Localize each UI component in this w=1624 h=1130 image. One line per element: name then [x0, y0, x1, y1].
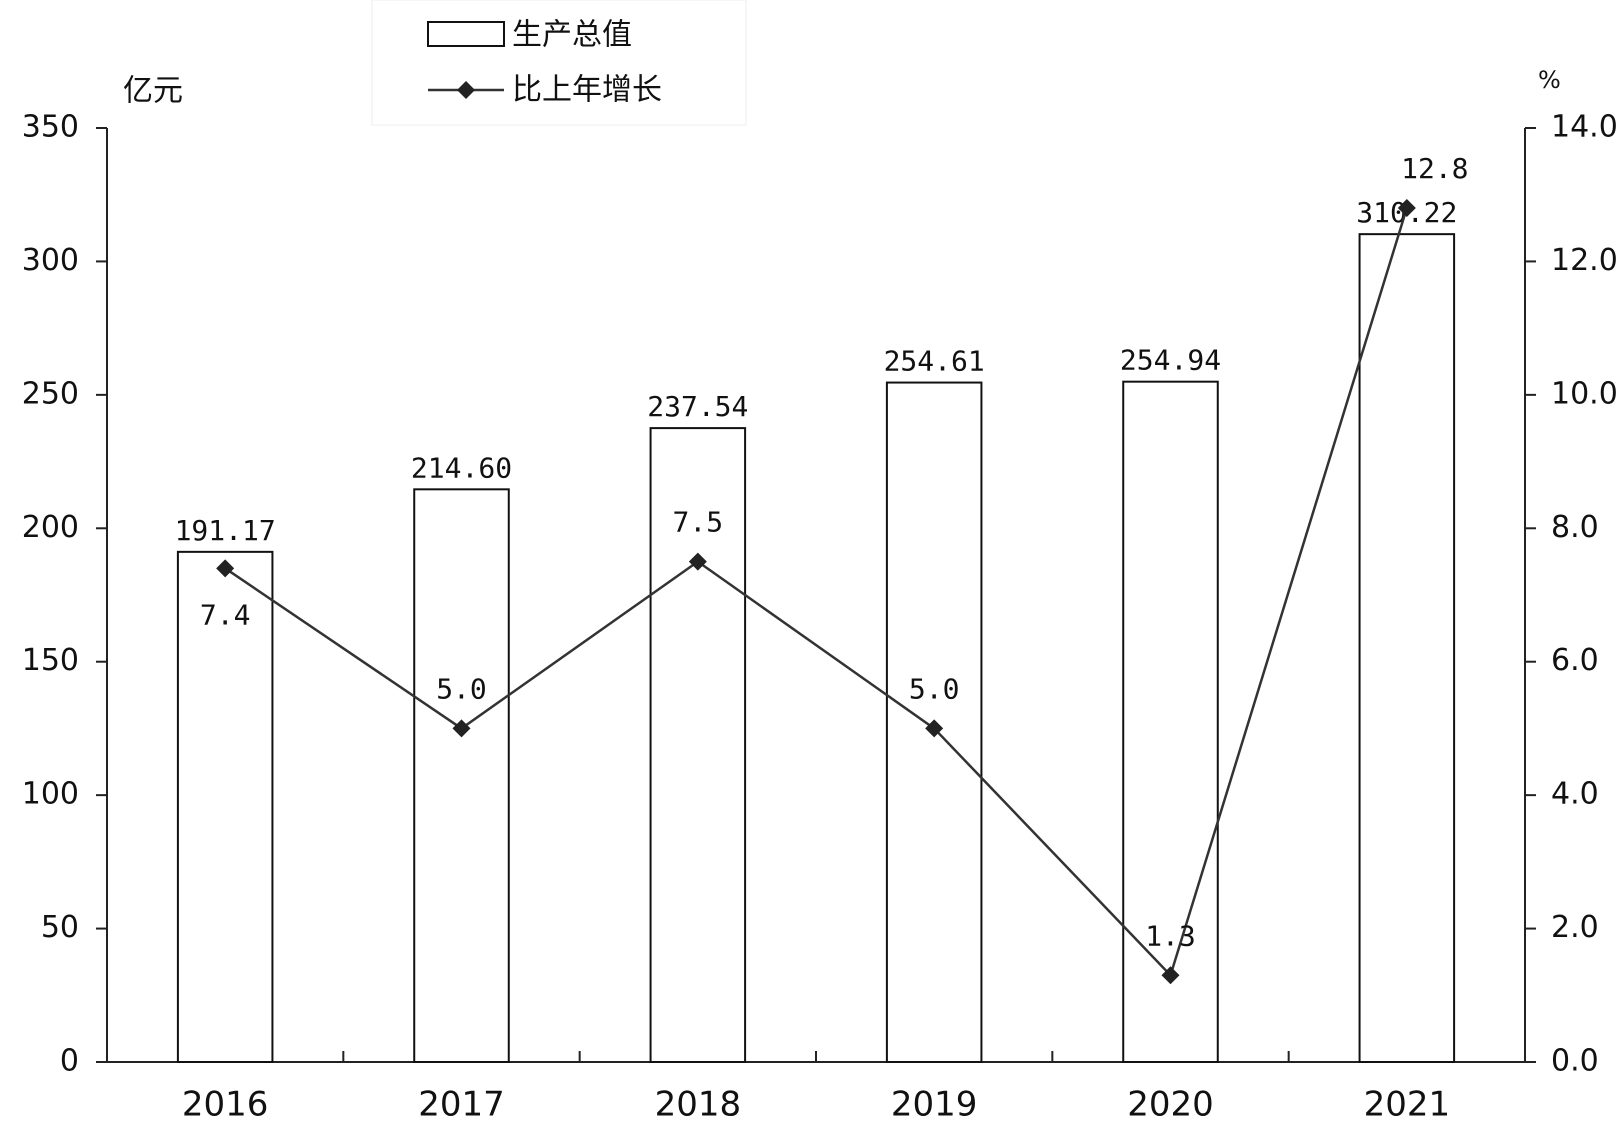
x-tick-label: 2016 — [182, 1085, 269, 1125]
growth-marker — [452, 719, 471, 738]
bar — [176, 550, 274, 1063]
bar — [649, 427, 747, 1063]
y2-tick-label: 6.0 — [1551, 643, 1599, 678]
y2-axis-unit: % — [1538, 66, 1561, 94]
growth-marker — [1161, 966, 1180, 985]
y2-tick-label: 14.0 — [1551, 110, 1618, 145]
y2-tick-label: 8.0 — [1551, 510, 1599, 545]
growth-line — [224, 207, 1409, 978]
growth-value-label: 7.5 — [673, 506, 724, 539]
y-axis-unit: 亿元 — [123, 74, 183, 109]
bar — [1122, 380, 1219, 1064]
legend-bar-swatch — [427, 21, 505, 47]
y-tick-label: 150 — [22, 643, 79, 678]
y-tick-label: 250 — [22, 376, 79, 411]
bar-value-label: 191.17 — [175, 514, 276, 547]
bar-value-label: 254.61 — [884, 345, 985, 378]
y-tick-label: 0 — [60, 1044, 79, 1079]
growth-marker — [688, 552, 707, 571]
legend-box — [371, 0, 747, 126]
y2-tick-label: 4.0 — [1551, 777, 1599, 812]
legend-label: 生产总值 — [512, 18, 632, 53]
y-tick-label: 200 — [22, 510, 79, 545]
bar-value-label: 214.60 — [411, 451, 512, 484]
legend-marker — [457, 81, 475, 99]
y2-tick-label: 10.0 — [1551, 376, 1618, 411]
growth-value-label: 5.0 — [909, 672, 960, 705]
bar-value-label: 237.54 — [647, 390, 748, 423]
growth-value-label: 12.8 — [1401, 152, 1468, 185]
legend-label: 比上年增长 — [512, 73, 662, 108]
y-tick-label: 100 — [22, 777, 79, 812]
bar-value-label: 254.94 — [1120, 344, 1221, 377]
y-tick-label: 300 — [22, 243, 79, 278]
y-tick-label: 350 — [22, 110, 79, 145]
bar — [1358, 233, 1456, 1064]
y-tick-label: 50 — [41, 910, 79, 945]
growth-value-label: 1.3 — [1145, 919, 1196, 952]
x-tick-label: 2021 — [1364, 1085, 1451, 1125]
x-tick-label: 2020 — [1127, 1085, 1214, 1125]
y2-tick-label: 2.0 — [1551, 910, 1599, 945]
y2-tick-label: 0.0 — [1551, 1044, 1599, 1079]
x-tick-label: 2017 — [418, 1085, 505, 1125]
growth-value-label: 7.4 — [200, 598, 251, 631]
y2-tick-label: 12.0 — [1551, 243, 1618, 278]
x-tick-label: 2018 — [655, 1085, 742, 1125]
bar — [413, 488, 510, 1063]
growth-marker — [216, 559, 235, 578]
x-tick-label: 2019 — [891, 1085, 978, 1125]
growth-value-label: 5.0 — [436, 672, 487, 705]
growth-marker — [1397, 199, 1416, 218]
growth-marker — [925, 719, 944, 738]
